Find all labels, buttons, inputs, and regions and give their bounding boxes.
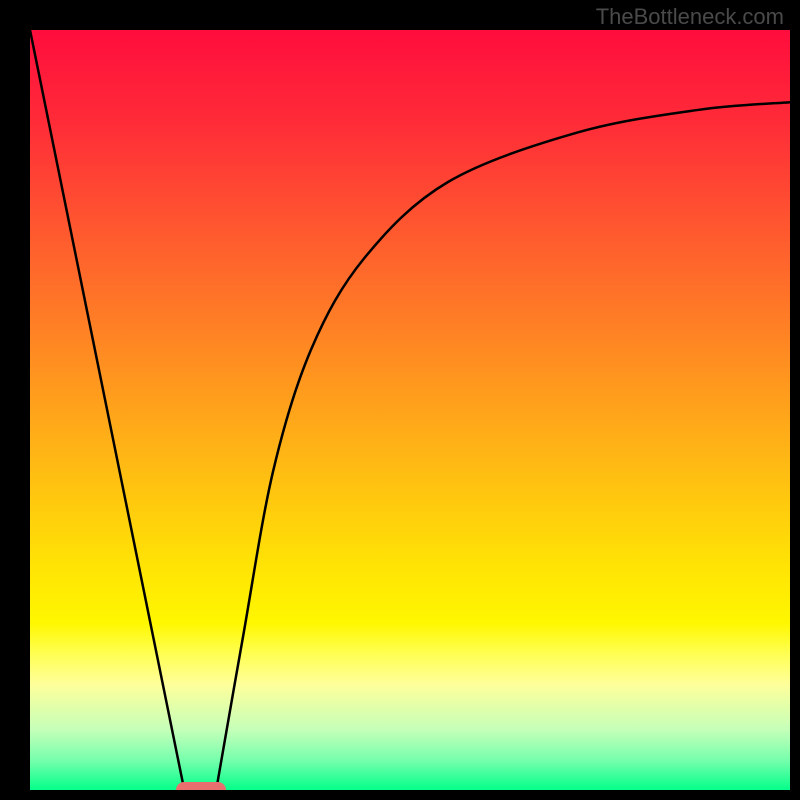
source-watermark: TheBottleneck.com [596, 4, 784, 30]
chart-container: TheBottleneck.com [0, 0, 800, 800]
plot-area [30, 30, 790, 790]
background-gradient [30, 30, 790, 790]
